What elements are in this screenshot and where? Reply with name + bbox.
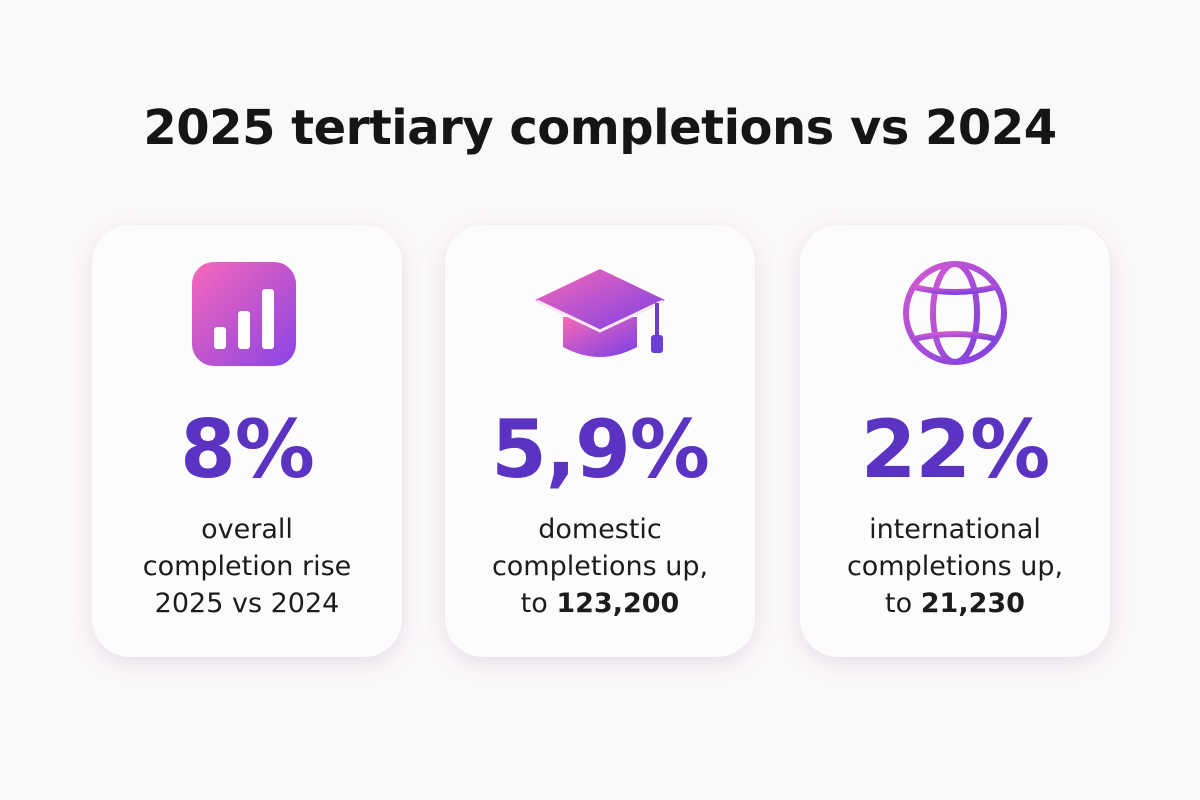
title: 2025 tertiary completions vs 2024 [143,100,1057,156]
highlight-text: 21,230 [920,588,1025,619]
stat-card: 8% overall completion rise 2025 vs 2024 [92,225,402,657]
stat-value: 8% [180,403,315,496]
description-text: international [869,514,1041,545]
graduation-icon [535,269,665,357]
chart-icon [192,262,296,366]
stat-card: 22% international completions up, to 21,23… [800,225,1110,657]
description-line: 2025 vs 2024 [92,585,402,622]
description-line: completions up, [800,548,1110,585]
stat-card: 5,9% domestic completions up, to 123,200 [445,225,755,657]
description-line: to 21,230 [800,585,1110,622]
description-text: to [520,588,548,619]
description-text: to [885,588,913,619]
description-text: overall [201,514,293,545]
description-text: 2025 vs 2024 [154,588,340,619]
description-line: completions up, [445,548,755,585]
description-text: completion rise [142,551,352,582]
stat-description: overall completion rise 2025 vs 2024 [92,511,402,622]
description-line: to 123,200 [445,585,755,622]
stat-description: international completions up, to 21,230 [800,511,1110,622]
highlight-text: 123,200 [556,588,680,619]
stat-description: domestic completions up, to 123,200 [445,511,755,622]
description-text: completions up, [491,551,709,582]
globe-icon [903,261,1007,365]
stat-value: 5,9% [491,403,710,496]
description-line: international [800,511,1110,548]
description-line: domestic [445,511,755,548]
description-line: completion rise [92,548,402,585]
description-text: completions up, [846,551,1064,582]
stat-value: 22% [860,403,1050,496]
description-line: overall [92,511,402,548]
description-text: domestic [538,514,662,545]
